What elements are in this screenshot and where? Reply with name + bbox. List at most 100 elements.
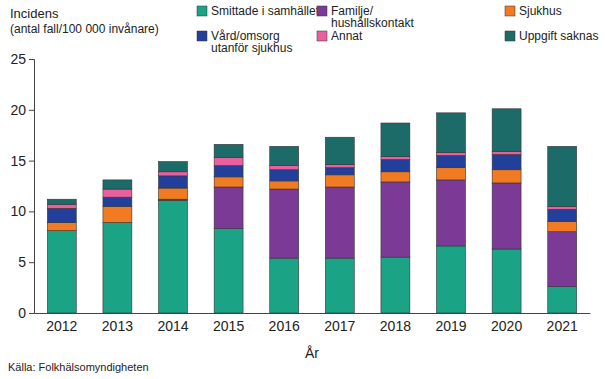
bar-segment (103, 189, 132, 197)
x-axis-line (35, 313, 591, 314)
chart: 0510152025201220132014201520162017201820… (0, 0, 605, 379)
y-tick: 5 (18, 254, 34, 270)
bar-segment (381, 160, 410, 172)
bar-segment (214, 166, 243, 177)
y-tick-label: 10 (10, 203, 26, 219)
bar-segment (492, 151, 521, 154)
y-tick-label: 5 (18, 254, 26, 270)
x-tick: 2020 (491, 313, 522, 334)
bar-segment (270, 146, 299, 165)
y-axis-line (29, 60, 35, 314)
bar-segment (437, 113, 466, 153)
bar-segment (103, 180, 132, 189)
x-tick-label: 2013 (102, 318, 133, 334)
y-tick: 15 (10, 153, 34, 169)
legend-swatch (317, 6, 327, 16)
y-tick: 0 (18, 305, 34, 321)
bar-segment (270, 170, 299, 181)
bar-segment (492, 170, 521, 183)
bar-segment (47, 208, 76, 222)
bar-segment (381, 172, 410, 182)
bar-segment (103, 206, 132, 222)
x-tick: 2013 (102, 313, 133, 334)
legend-label: Uppgift saknas (519, 29, 598, 43)
y-axis: 0 5 10 15 20 25 (10, 51, 34, 321)
y-tick-mark (29, 313, 34, 314)
y-tick-label: 20 (10, 102, 26, 118)
y-axis-title: Incidens (10, 6, 59, 21)
legend: Smittade i samhället Familje/hushållskont… (197, 4, 598, 55)
legend-item: Familje/hushållskontakt (317, 4, 414, 30)
x-tick-label: 2012 (46, 318, 77, 334)
bar-segment (47, 204, 76, 208)
bar-segment (270, 181, 299, 189)
legend-label: Sjukhus (519, 4, 562, 18)
bar-segment (325, 258, 354, 313)
x-tick-label: 2021 (547, 318, 578, 334)
bar-segment (548, 209, 577, 221)
bar-segment (548, 232, 577, 287)
y-tick-mark (29, 262, 34, 263)
bar-segment (159, 200, 188, 313)
plot: 0510152025201220132014201520162017201820… (10, 51, 590, 334)
bar-segment (103, 223, 132, 313)
bar-segment (437, 180, 466, 246)
bar-segment (381, 257, 410, 313)
legend-label-line: utanför sjukhus (211, 41, 292, 55)
bar-segment (47, 199, 76, 204)
bar-segment (159, 176, 188, 188)
x-tick-label: 2020 (491, 318, 522, 334)
bar-segment (548, 146, 577, 206)
legend-item: Vård/omsorgutanför sjukhus (197, 29, 292, 55)
bar-segment (492, 155, 521, 170)
legend-swatch (505, 31, 515, 41)
legend-label-line: hushållskontakt (331, 16, 414, 30)
bar-segment (548, 287, 577, 313)
x-tick: 2012 (46, 313, 77, 334)
bar-segment (270, 166, 299, 170)
bar-segment (325, 137, 354, 164)
bar-segment (325, 187, 354, 258)
bar-segment (492, 249, 521, 313)
legend-swatch (317, 31, 327, 41)
bar-segment (159, 162, 188, 172)
legend-label: Smittade i samhället (211, 4, 320, 18)
y-tick: 25 (10, 51, 34, 67)
bar-segment (159, 172, 188, 176)
legend-label: Vård/omsorgutanför sjukhus (211, 29, 292, 55)
x-tick: 2019 (435, 313, 466, 334)
legend-item: Annat (317, 29, 363, 43)
x-tick: 2017 (324, 313, 355, 334)
bar-segment (214, 144, 243, 157)
legend-label: Familje/hushållskontakt (331, 4, 414, 30)
y-tick-mark (29, 59, 34, 60)
bar-segment (437, 246, 466, 313)
legend-swatch (505, 6, 515, 16)
x-axis: 2012201320142015201620172018201920202021 (35, 313, 591, 334)
bar-segment (381, 182, 410, 257)
legend-swatch (197, 6, 207, 16)
source: Källa: Folkhälsomyndigheten (8, 361, 149, 373)
legend-label-line: Sjukhus (519, 4, 562, 18)
bar-segment (381, 123, 410, 157)
bar-segment (437, 168, 466, 180)
legend-label: Annat (331, 29, 363, 43)
bars (47, 109, 576, 313)
x-tick-label: 2017 (324, 318, 355, 334)
bar-segment (325, 175, 354, 187)
bar-segment (270, 189, 299, 258)
legend-label-line: Uppgift saknas (519, 29, 598, 43)
bar-segment (270, 258, 299, 313)
x-tick-label: 2014 (157, 318, 188, 334)
legend-label-line: Annat (331, 29, 363, 43)
bar-segment (325, 168, 354, 175)
bar-segment (492, 183, 521, 249)
legend-swatch (197, 31, 207, 41)
bar-segment (437, 156, 466, 168)
y-tick-label: 15 (10, 153, 26, 169)
bar-segment (214, 177, 243, 187)
legend-item: Sjukhus (505, 4, 562, 18)
bar-segment (214, 187, 243, 229)
x-tick: 2016 (269, 313, 300, 334)
bar-segment (437, 152, 466, 155)
